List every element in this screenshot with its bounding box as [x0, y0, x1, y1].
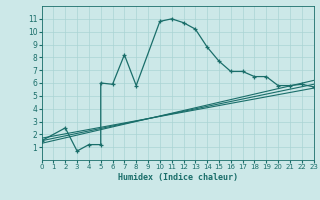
X-axis label: Humidex (Indice chaleur): Humidex (Indice chaleur)	[118, 173, 237, 182]
